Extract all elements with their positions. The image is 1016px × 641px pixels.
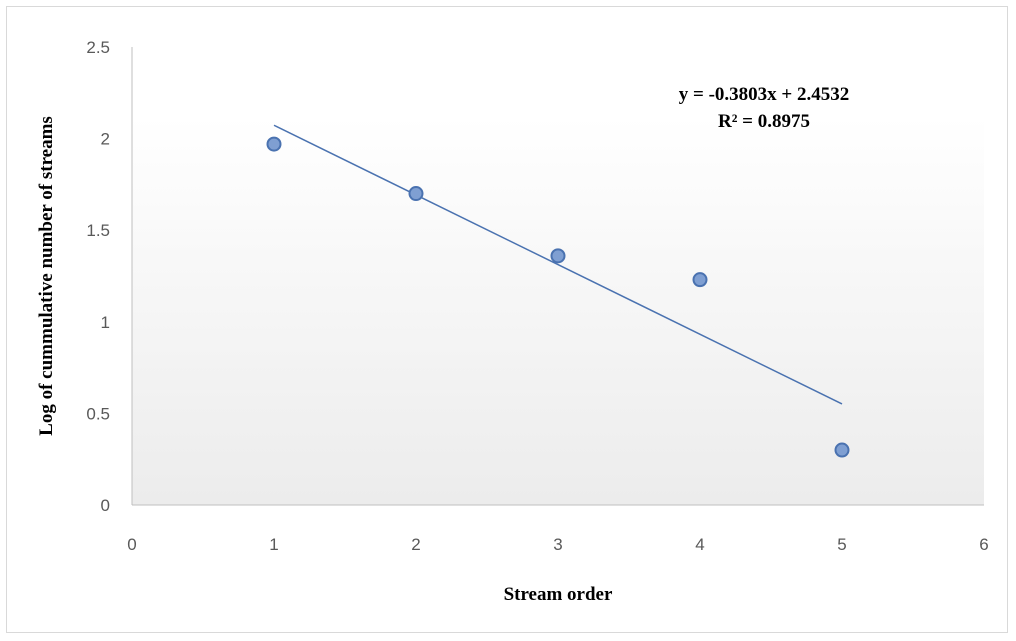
trendline (273, 124, 843, 405)
x-tick-label: 0 (127, 535, 136, 554)
y-tick-label: 1.5 (86, 221, 110, 240)
data-point (266, 136, 282, 152)
x-tick-label: 3 (553, 535, 562, 554)
data-point (550, 248, 566, 264)
x-tick-label: 5 (837, 535, 846, 554)
x-tick-label: 6 (979, 535, 988, 554)
y-tick-label: 2.5 (86, 38, 110, 57)
y-tick-label: 2 (101, 130, 110, 149)
plot-area (132, 47, 984, 505)
x-tick-labels: 0 1 2 3 4 5 6 (127, 535, 988, 554)
y-tick-label: 1 (101, 313, 110, 332)
data-point (834, 442, 850, 458)
y-tick-labels: 0 0.5 1 1.5 2 2.5 (86, 38, 110, 515)
y-tick-label: 0.5 (86, 404, 110, 423)
data-points (266, 136, 850, 458)
y-tick-label: 0 (101, 496, 110, 515)
data-point (408, 186, 424, 202)
trendline-equation: y = -0.3803x + 2.4532 (679, 84, 849, 105)
y-axis-title: Log of cummulative number of streams (36, 116, 57, 436)
x-tick-label: 1 (269, 535, 278, 554)
data-point (692, 272, 708, 288)
x-tick-label: 2 (411, 535, 420, 554)
x-axis-title: Stream order (504, 584, 613, 605)
x-tick-label: 4 (695, 535, 704, 554)
trendline-r-squared: R² = 0.8975 (718, 111, 810, 132)
